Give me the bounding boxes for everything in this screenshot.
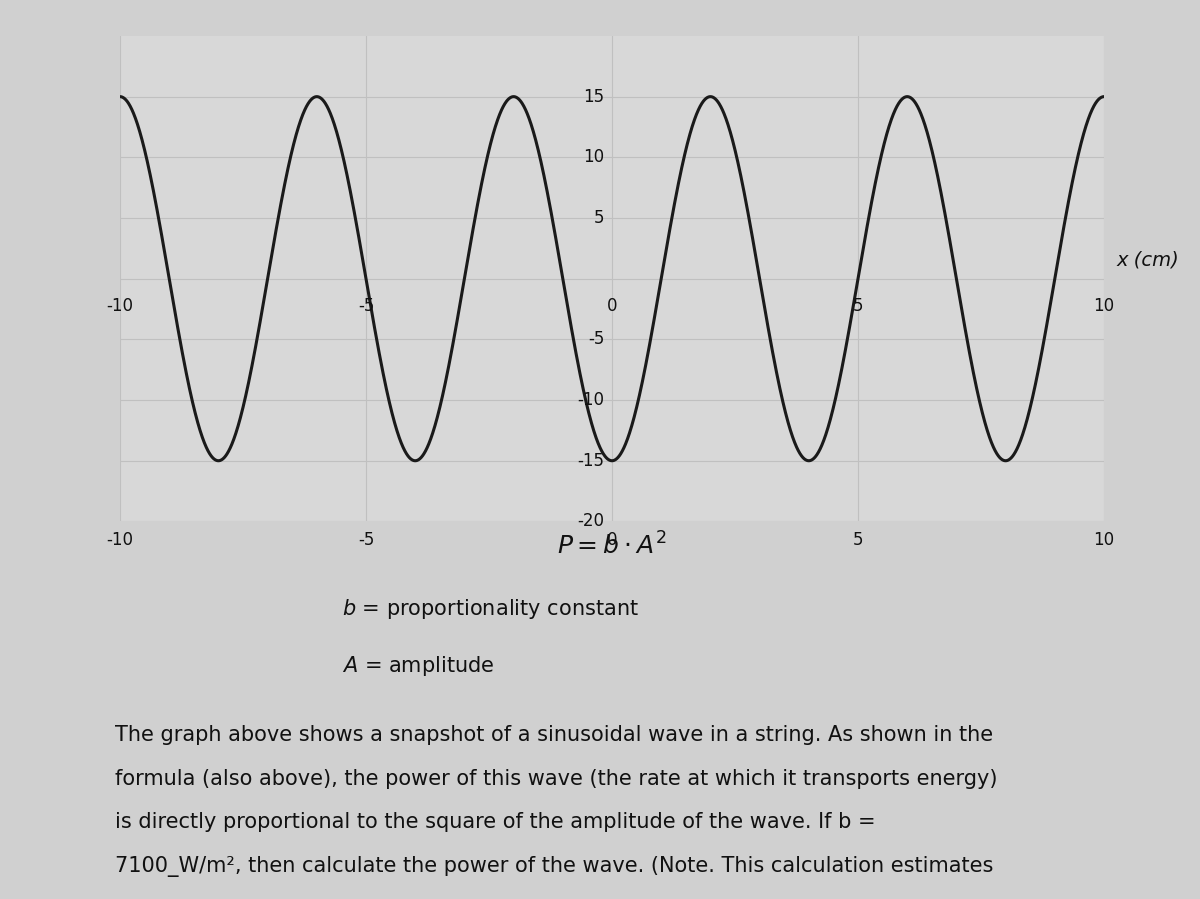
Text: x (cm): x (cm) (1116, 251, 1180, 270)
Text: 7100_W/m², then calculate the power of the wave. (Note. This calculation estimat: 7100_W/m², then calculate the power of t… (115, 856, 994, 877)
Text: $P = b \cdot A^2$: $P = b \cdot A^2$ (557, 533, 667, 560)
Text: -5: -5 (358, 297, 374, 315)
Text: 10: 10 (583, 148, 605, 166)
Text: -10: -10 (577, 391, 605, 409)
Text: -10: -10 (107, 297, 133, 315)
Text: formula (also above), the power of this wave (the rate at which it transports en: formula (also above), the power of this … (115, 769, 997, 788)
Text: 5: 5 (594, 209, 605, 227)
Text: 10: 10 (1093, 297, 1115, 315)
Text: 15: 15 (583, 87, 605, 106)
Text: $A$ = amplitude: $A$ = amplitude (342, 654, 494, 678)
Text: 10: 10 (1093, 531, 1115, 549)
Text: is directly proportional to the square of the amplitude of the wave. If b =: is directly proportional to the square o… (115, 812, 876, 832)
Text: -5: -5 (588, 330, 605, 349)
Text: The graph above shows a snapshot of a sinusoidal wave in a string. As shown in t: The graph above shows a snapshot of a si… (115, 725, 994, 745)
Text: 0: 0 (607, 297, 617, 315)
Text: -15: -15 (577, 451, 605, 470)
Text: $b$ = proportionality constant: $b$ = proportionality constant (342, 597, 638, 621)
Text: -20: -20 (577, 512, 605, 530)
Text: -10: -10 (107, 531, 133, 549)
Text: 5: 5 (853, 297, 863, 315)
Text: -5: -5 (358, 531, 374, 549)
Text: 5: 5 (853, 531, 863, 549)
Text: 0: 0 (607, 531, 617, 549)
